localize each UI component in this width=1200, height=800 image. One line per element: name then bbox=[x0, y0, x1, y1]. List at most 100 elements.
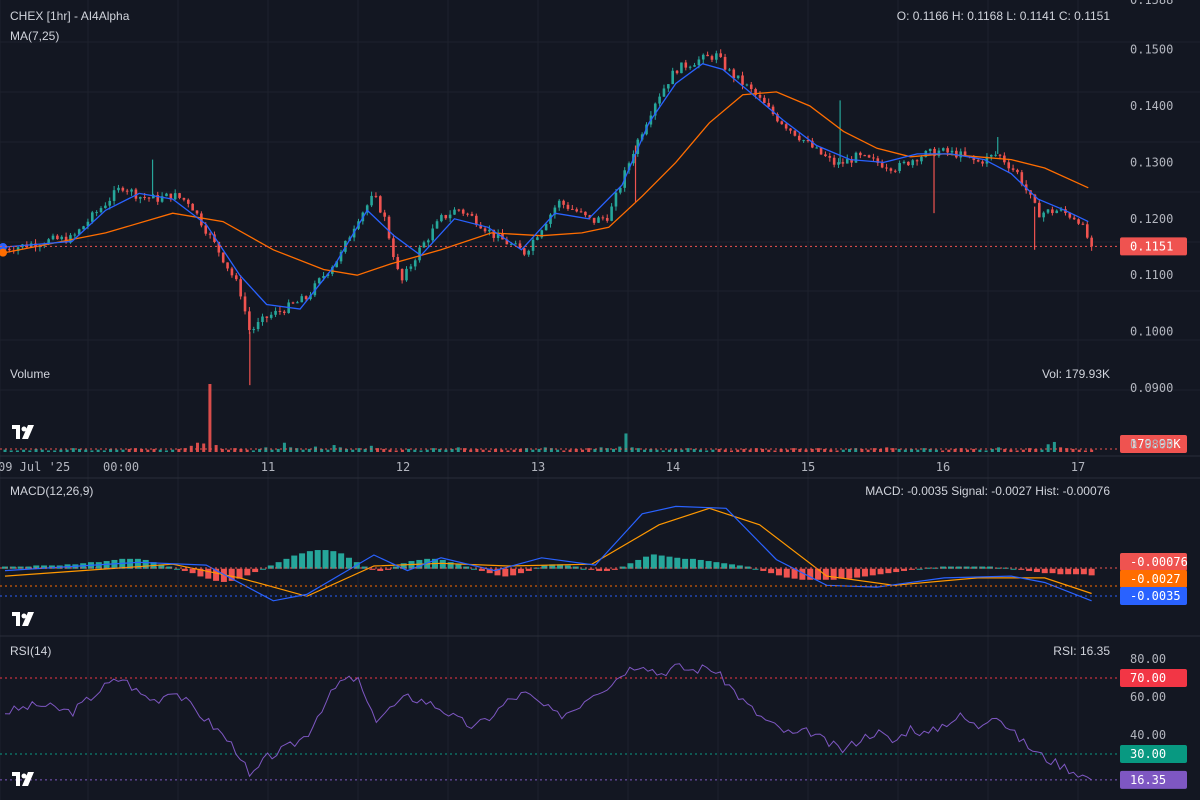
ma-label: MA(7,25) bbox=[10, 29, 59, 43]
candle-body-130 bbox=[571, 208, 574, 210]
volume-bar-137 bbox=[854, 448, 858, 452]
candle-body-195 bbox=[854, 152, 858, 163]
candle-body-183 bbox=[802, 140, 805, 142]
time-tick-5: 14 bbox=[666, 460, 680, 474]
volume-bar-144 bbox=[897, 448, 901, 452]
candle-body-105 bbox=[461, 209, 465, 214]
macd-hist-tag-bg bbox=[1120, 553, 1187, 571]
candle-body-1 bbox=[8, 248, 11, 251]
candle-body-201 bbox=[880, 162, 884, 168]
candle-body-32 bbox=[143, 196, 146, 198]
candle-body-233 bbox=[1020, 172, 1024, 185]
candle-body-120 bbox=[527, 250, 530, 255]
candle-body-45 bbox=[200, 213, 203, 226]
macd-hist-bar-23 bbox=[181, 568, 188, 571]
volume-bar-70 bbox=[438, 448, 442, 452]
macd-signal-tag: -0.0027 bbox=[1130, 572, 1181, 586]
candle-body-193 bbox=[845, 158, 849, 164]
volume-bar-67 bbox=[419, 450, 423, 452]
candle-body-218 bbox=[955, 150, 958, 158]
volume-bar-19 bbox=[121, 449, 125, 452]
candle-body-164 bbox=[719, 53, 723, 57]
candle-body-240 bbox=[1051, 209, 1054, 214]
candle-body-170 bbox=[745, 84, 749, 86]
candle-body-34 bbox=[152, 195, 155, 199]
macd-hist-bar-125 bbox=[979, 566, 986, 569]
candle-body-126 bbox=[553, 207, 557, 215]
candle-body-58 bbox=[256, 322, 260, 330]
candle-body-157 bbox=[688, 66, 692, 68]
volume-bar-97 bbox=[605, 448, 609, 452]
candle-body-137 bbox=[601, 217, 605, 219]
candle-body-149 bbox=[653, 103, 657, 116]
candle-body-236 bbox=[1033, 194, 1037, 203]
candle-body-84 bbox=[370, 195, 373, 206]
rsi-oversold-tag-bg bbox=[1120, 745, 1187, 763]
candle-body-158 bbox=[693, 65, 696, 67]
candle-body-29 bbox=[130, 189, 133, 192]
volume-bar-61 bbox=[382, 448, 386, 452]
macd-hist-bar-27 bbox=[213, 568, 220, 581]
candle-body-86 bbox=[379, 196, 382, 213]
candle-body-36 bbox=[160, 196, 164, 202]
volume-bar-142 bbox=[885, 447, 889, 452]
rsi-tick-0: 80.00 bbox=[1130, 652, 1166, 666]
volume-bar-33 bbox=[208, 384, 212, 452]
candle-body-231 bbox=[1011, 168, 1015, 170]
volume-bar-135 bbox=[841, 449, 845, 452]
time-tick-0: 09 Jul '25 bbox=[0, 460, 70, 474]
macd-hist-bar-114 bbox=[893, 568, 900, 573]
candle-body-166 bbox=[728, 69, 731, 71]
volume-bar-121 bbox=[754, 448, 758, 452]
volume-bar-51 bbox=[320, 448, 324, 452]
volume-bar-136 bbox=[847, 448, 851, 452]
volume-bar-122 bbox=[761, 448, 765, 452]
volume-bar-84 bbox=[525, 448, 529, 452]
macd-hist-bar-31 bbox=[244, 568, 251, 576]
macd-hist-bar-86 bbox=[674, 557, 681, 569]
candle-body-228 bbox=[998, 154, 1002, 156]
macd-hist-bar-22 bbox=[173, 568, 180, 570]
volume-bar-6 bbox=[40, 449, 44, 452]
candle-body-191 bbox=[837, 162, 840, 165]
price-tick-3: 0.1300 bbox=[1130, 155, 1173, 169]
volume-bar-82 bbox=[512, 449, 516, 452]
candle-body-59 bbox=[261, 316, 264, 323]
candle-body-15 bbox=[69, 235, 72, 243]
macd-hist-bar-39 bbox=[306, 551, 313, 569]
macd-hist-bar-99 bbox=[775, 568, 782, 576]
volume-bar-124 bbox=[773, 450, 777, 452]
volume-bar-115 bbox=[717, 448, 721, 452]
candle-body-64 bbox=[282, 311, 286, 314]
candle-body-89 bbox=[392, 238, 395, 258]
candle-body-51 bbox=[226, 262, 229, 269]
volume-bar-68 bbox=[425, 449, 429, 452]
macd-hist-bar-124 bbox=[971, 566, 978, 569]
volume-bar-98 bbox=[612, 448, 616, 452]
macd-hist-bar-64 bbox=[502, 568, 509, 577]
time-tick-4: 13 bbox=[531, 460, 545, 474]
volume-tag: 179.93K bbox=[1130, 437, 1181, 451]
candle-body-241 bbox=[1055, 210, 1059, 214]
volume-bar-114 bbox=[711, 449, 715, 452]
volume-bar-175 bbox=[1090, 449, 1094, 452]
macd-hist-bar-29 bbox=[228, 568, 235, 581]
volume-bar-156 bbox=[972, 448, 976, 452]
last-price-tag-bg bbox=[1120, 237, 1187, 256]
candle-body-103 bbox=[453, 209, 456, 215]
volume-bar-45 bbox=[282, 442, 286, 452]
macd-hist-bar-32 bbox=[252, 568, 259, 573]
macd-hist-bar-12 bbox=[95, 562, 102, 569]
candle-body-150 bbox=[658, 96, 661, 104]
candle-body-68 bbox=[300, 296, 304, 303]
candle-body-127 bbox=[557, 200, 561, 208]
volume-bar-16 bbox=[102, 450, 106, 452]
macd-hist-bar-57 bbox=[447, 562, 454, 569]
candle-body-205 bbox=[898, 163, 901, 171]
candle-body-30 bbox=[134, 189, 138, 199]
macd-hist-bar-113 bbox=[885, 568, 892, 574]
time-axis: 09 Jul '25 00:00 11 12 13 14 15 16 17 bbox=[0, 460, 1085, 474]
price-tick-4: 0.1200 bbox=[1130, 212, 1173, 226]
ma25-line bbox=[4, 91, 1089, 276]
